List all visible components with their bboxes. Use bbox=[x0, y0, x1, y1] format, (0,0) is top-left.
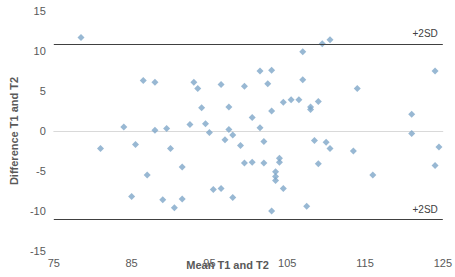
svg-text:0: 0 bbox=[40, 125, 46, 137]
svg-text:-10: -10 bbox=[30, 205, 46, 217]
svg-text:+2SD: +2SD bbox=[413, 28, 438, 39]
svg-text:-5: -5 bbox=[36, 165, 46, 177]
svg-text:Mean T1 and T2: Mean T1 and T2 bbox=[186, 259, 269, 271]
svg-text:5: 5 bbox=[40, 85, 46, 97]
svg-text:115: 115 bbox=[356, 257, 374, 269]
svg-text:+2SD: +2SD bbox=[413, 204, 438, 215]
svg-text:125: 125 bbox=[434, 257, 452, 269]
svg-text:105: 105 bbox=[278, 257, 296, 269]
svg-text:10: 10 bbox=[34, 45, 46, 57]
svg-text:85: 85 bbox=[125, 257, 137, 269]
svg-text:Difference T1 and T2: Difference T1 and T2 bbox=[8, 77, 20, 185]
svg-text:75: 75 bbox=[48, 257, 60, 269]
svg-text:15: 15 bbox=[34, 5, 46, 17]
svg-text:-15: -15 bbox=[30, 245, 46, 257]
